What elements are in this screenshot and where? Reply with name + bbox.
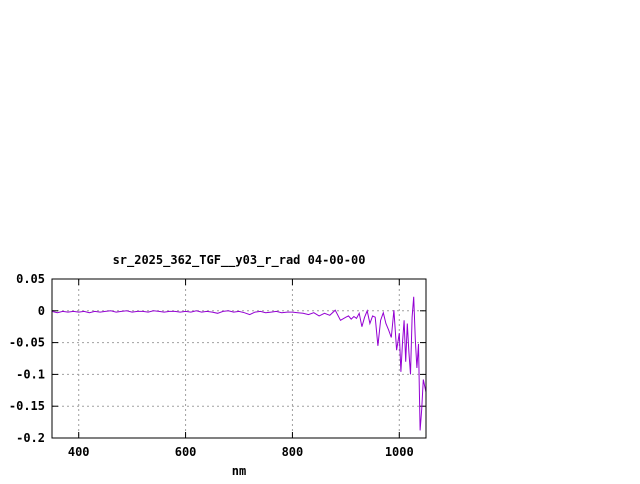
y-tick-label: 0 (38, 304, 45, 318)
plot-border (51, 278, 427, 439)
series-line (51, 296, 427, 431)
y-tick-label: -0.05 (9, 336, 45, 350)
x-tick-label: 400 (68, 445, 90, 459)
y-tick-label: -0.2 (16, 431, 45, 445)
y-tick-label: -0.15 (9, 399, 45, 413)
chart-title: sr_2025_362_TGF__y03_r_rad 04-00-00 (113, 253, 366, 268)
axis-ticks: 400 600 800 1000 0.05 0 -0.05 -0.1 -0.15 -0.2 (9, 272, 426, 459)
x-tick-label: 1000 (385, 445, 414, 459)
y-tick-label: 0.05 (16, 272, 45, 286)
x-tick-label: 800 (282, 445, 304, 459)
grid (52, 279, 426, 438)
x-axis-label: nm (232, 464, 246, 478)
x-tick-label: 600 (175, 445, 197, 459)
series (51, 296, 427, 431)
y-tick-label: -0.1 (16, 367, 45, 381)
